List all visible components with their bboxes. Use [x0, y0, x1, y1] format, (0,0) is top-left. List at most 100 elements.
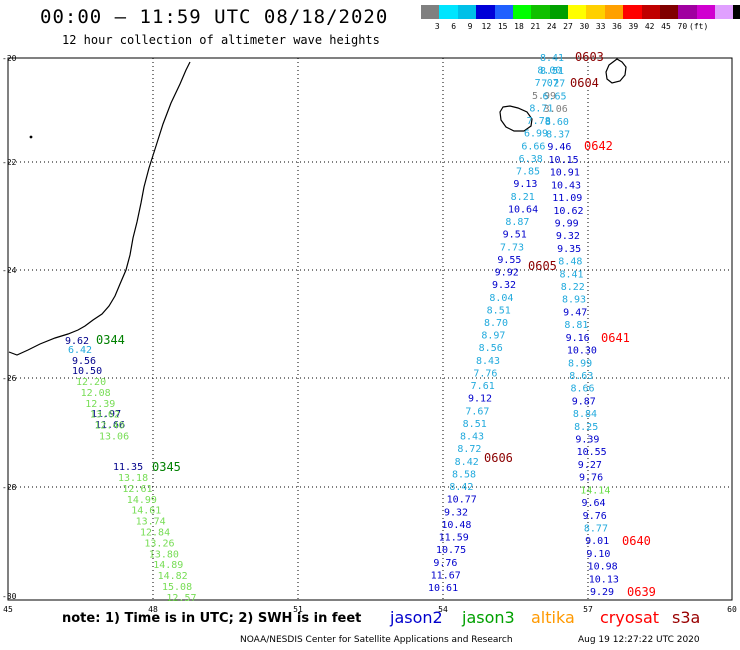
wave-height-value: 9.32	[444, 507, 468, 518]
wave-height-value: 10.30	[567, 346, 597, 357]
wave-height-value: 9.13	[513, 179, 537, 190]
legend-swatch	[696, 5, 715, 19]
wave-height-value: 10.13	[589, 574, 619, 585]
wave-height-value: 14.89	[153, 560, 183, 571]
legend-altika: altika	[531, 608, 575, 627]
wave-height-value: 10.64	[508, 204, 538, 215]
wave-height-value: 9.56	[72, 356, 96, 367]
legend-label: (ft)	[689, 22, 709, 31]
wave-height-value: 9.92	[495, 268, 519, 279]
wave-height-value: 13.26	[144, 538, 174, 549]
y-tick-label: -24	[2, 266, 17, 275]
wave-height-value: 9.29	[590, 587, 614, 598]
generated-timestamp: Aug 19 12:27:22 UTC 2020	[578, 635, 700, 645]
y-axis-ticks: -20 -22 -24 -26 -28 -30	[2, 54, 17, 601]
wave-height-value: 10.43	[551, 180, 581, 191]
pass-time-label: 0639	[627, 585, 656, 599]
wave-height-value: 13.06	[99, 432, 129, 443]
wave-height-value: 13.80	[149, 549, 179, 560]
wave-height-value: 8.42	[449, 482, 473, 493]
wave-height-value: 11.09	[552, 193, 582, 204]
x-tick-label: 60	[727, 605, 737, 614]
mauritius-island	[605, 58, 627, 84]
wave-height-value: 6.65	[542, 91, 566, 102]
wave-height-value: 7.27	[541, 79, 565, 90]
legend-label: 36	[612, 22, 622, 31]
legend-swatch	[531, 5, 550, 19]
legend-jason2: jason2	[390, 608, 443, 627]
wave-height-value: 14.82	[158, 571, 188, 582]
legend-label: 33	[595, 22, 606, 31]
x-axis-ticks: 45 48 51 54 57 60	[3, 605, 737, 614]
wave-height-value: 8.97	[481, 331, 505, 342]
wave-height-value: 11.59	[439, 533, 469, 544]
legend-swatch	[494, 5, 513, 19]
pass-time-label: 0641	[601, 331, 630, 345]
wave-height-value: 8.81	[564, 320, 588, 331]
wave-height-value: 8.00	[537, 66, 561, 77]
legend-swatch	[715, 5, 734, 19]
legend-swatch	[604, 5, 624, 19]
wave-height-value: 13.74	[136, 517, 166, 528]
wave-height-value: 6.66	[521, 141, 545, 152]
wave-height-value: 8.63	[569, 371, 593, 382]
wave-height-value: 10.98	[588, 562, 618, 573]
pass-time-label: 0606	[484, 451, 513, 465]
legend-label: 12	[481, 22, 492, 31]
wave-height-value: 11.35	[113, 462, 143, 473]
wave-height-value: 5.99	[532, 91, 556, 102]
wave-height-value: 10.55	[577, 447, 607, 458]
page-title: 00:00 — 11:59 UTC 08/18/2020	[40, 6, 389, 28]
wave-height-value: 10.75	[436, 545, 466, 556]
wave-height-value: 7.61	[471, 381, 495, 392]
wave-height-value: 9.76	[579, 473, 603, 484]
wave-height-value: 3.06	[544, 104, 568, 115]
legend-swatch	[659, 5, 679, 19]
wave-height-value: 8.22	[561, 282, 585, 293]
legend-cryosat: cryosat	[600, 608, 660, 627]
gridlines	[8, 58, 732, 600]
wave-height-value: 8.70	[484, 318, 508, 329]
wave-height-value: 8.99	[568, 358, 592, 369]
x-tick-label: 48	[148, 605, 158, 614]
footer-note: note: 1) Time is in UTC; 2) SWH is in fe…	[62, 611, 362, 626]
wave-height-value: 9.51	[503, 230, 527, 241]
legend-swatch	[512, 5, 532, 19]
pass-time-label: 0605	[528, 259, 557, 273]
legend-labels: 3 6 9 12 15 18 21 24 27 30 33 36 39 42 45 70 (ft)	[421, 22, 740, 34]
wave-height-value: 9.27	[578, 460, 602, 471]
wave-height-value: 9.12	[468, 394, 492, 405]
wave-height-value: 7.85	[516, 167, 540, 178]
wave-height-value: 9.76	[433, 558, 457, 569]
legend-swatch	[549, 5, 568, 19]
wave-height-value: 12.40	[94, 421, 124, 432]
legend-swatch	[678, 5, 697, 19]
wave-height-value: 11.97	[91, 409, 121, 420]
wave-height-value: 8.25	[574, 422, 598, 433]
wave-height-value: 7.78	[527, 116, 551, 127]
wave-height-value: 14.14	[580, 485, 610, 496]
x-tick-label: 45	[3, 605, 13, 614]
wave-height-value: 9.64	[581, 498, 605, 509]
wave-height-value: 9.62	[65, 336, 89, 347]
wave-height-value: 8.37	[546, 130, 570, 141]
y-tick-label: -26	[2, 374, 17, 383]
legend-swatch	[733, 5, 740, 19]
wave-height-value: 9.32	[556, 231, 580, 242]
wave-height-value: 8.41	[560, 269, 584, 280]
wave-height-value: 8.51	[540, 66, 564, 77]
wave-height-value: 8.51	[487, 305, 511, 316]
legend-label: 45	[661, 22, 671, 31]
x-tick-label: 54	[438, 605, 448, 614]
legend-swatch	[586, 5, 605, 19]
wave-height-value: 12.08	[81, 388, 111, 399]
wave-height-value: 14.99	[127, 495, 157, 506]
madagascar-coastline	[8, 61, 191, 356]
legend-label: 30	[579, 22, 590, 31]
wave-height-value: 10.91	[550, 168, 580, 179]
legend-label: 15	[497, 22, 508, 31]
y-tick-label: -30	[2, 592, 17, 601]
wave-height-value: 8.60	[545, 117, 569, 128]
wave-height-value: 11.67	[431, 570, 461, 581]
